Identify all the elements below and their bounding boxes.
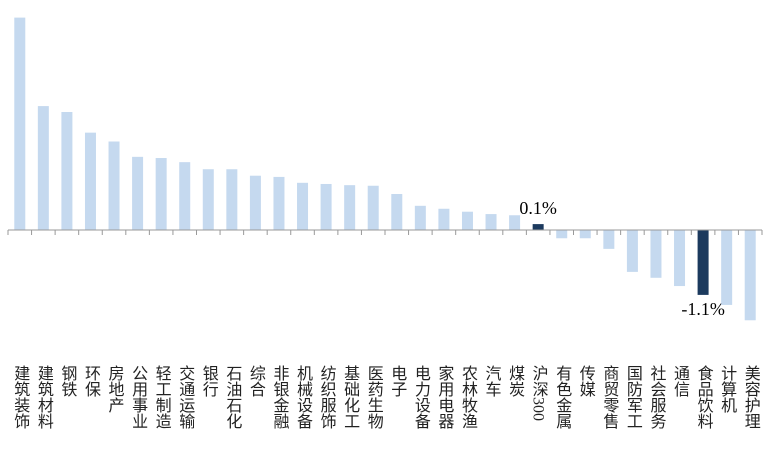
x-tick-label: 石油石化 [223, 365, 242, 429]
x-tick-label: 建筑材料 [35, 365, 54, 429]
bar [132, 156, 144, 230]
bar [367, 185, 379, 230]
bar [626, 230, 638, 272]
x-tick-label: 轻工制造 [153, 365, 172, 429]
bar [155, 158, 167, 230]
x-tick-label: 非银金融 [270, 365, 289, 430]
bar [297, 182, 309, 230]
bar [485, 214, 497, 230]
bar [579, 230, 591, 239]
bar [744, 230, 756, 321]
bar [202, 169, 214, 230]
bar [37, 106, 49, 230]
bar [84, 132, 96, 230]
bar [414, 205, 426, 230]
bar [556, 230, 568, 239]
x-tick-label: 建筑装饰 [11, 365, 30, 429]
bar [320, 183, 332, 230]
bar [509, 215, 521, 230]
bar [226, 169, 238, 230]
x-tick-label: 煤炭 [506, 365, 525, 397]
bar [344, 185, 356, 230]
bar [461, 211, 473, 230]
x-tick-label: 环保 [82, 365, 101, 397]
x-tick-label: 综合 [247, 365, 266, 397]
x-tick-label: 商贸零售 [600, 365, 619, 429]
bar [14, 17, 26, 230]
bar [249, 175, 261, 230]
bar [61, 112, 73, 230]
bar [532, 224, 544, 230]
x-tick-label: 电子 [388, 365, 407, 397]
bar [603, 230, 615, 249]
x-tick-label: 机械设备 [294, 365, 313, 429]
x-tick-label: 传媒 [577, 365, 596, 397]
x-tick-label: 有色金属 [553, 365, 572, 429]
bar [179, 162, 191, 230]
bar [697, 230, 709, 295]
x-tick-label: 房地产 [106, 365, 125, 413]
bar [438, 208, 450, 230]
x-tick-label: 纺织服饰 [318, 365, 337, 429]
x-tick-label: 电力设备 [412, 365, 431, 429]
x-tick-label: 基础化工 [341, 365, 360, 429]
x-tick-label: 钢铁 [58, 365, 77, 397]
x-tick-label: 家用电器 [435, 365, 454, 429]
bar [721, 230, 733, 305]
x-tick-label: 沪深300 [530, 365, 549, 421]
x-tick-label: 农林牧渔 [459, 365, 478, 429]
x-tick-label: 通信 [671, 365, 690, 397]
x-tick-label: 食品饮料 [695, 365, 714, 429]
value-label: 0.1% [519, 198, 557, 218]
x-tick-label: 美容护理 [742, 365, 761, 429]
x-tick-label: 银行 [200, 365, 219, 398]
x-tick-label: 交通运输 [176, 365, 195, 429]
bar [108, 141, 120, 230]
x-tick-label: 医药生物 [365, 365, 384, 430]
x-tick-label: 国防军工 [624, 365, 643, 429]
bar [273, 176, 285, 230]
x-tick-label: 公用事业 [129, 365, 148, 429]
x-tick-label: 计算机 [718, 365, 737, 414]
bar [674, 230, 686, 287]
bar [391, 194, 403, 230]
x-tick-label: 汽车 [483, 365, 502, 397]
value-label: -1.1% [681, 299, 725, 319]
bar [650, 230, 662, 278]
x-tick-label: 社会服务 [647, 365, 666, 430]
